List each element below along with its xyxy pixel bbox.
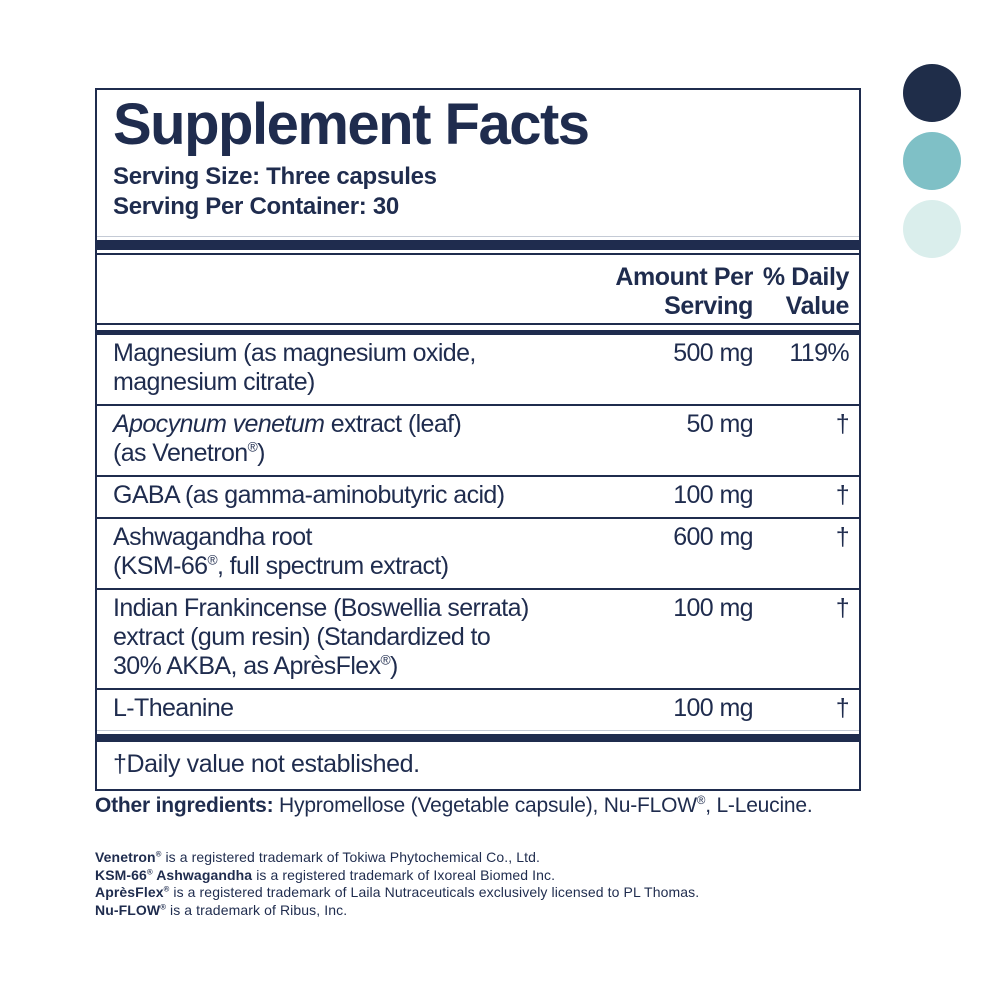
text-segment: ) — [257, 439, 265, 467]
color-palette — [903, 64, 961, 268]
ingredient-name: L-Theanine — [113, 694, 593, 723]
text-segment: AprèsFlex — [95, 884, 164, 900]
other-ingredients: Other ingredients: Hypromellose (Vegetab… — [95, 793, 875, 819]
text-segment: ® — [155, 849, 162, 859]
trademark-line: AprèsFlex® is a registered trademark of … — [95, 884, 795, 902]
ingredient-name: Indian Frankincense (Boswellia serrata) … — [113, 594, 593, 681]
divider-thick-bar — [97, 240, 859, 250]
panel-header: Supplement Facts Serving Size: Three cap… — [97, 90, 859, 236]
trademark-notes: Venetron® is a registered trademark of T… — [95, 849, 795, 919]
text-segment: ® — [163, 884, 170, 894]
ingredient-name: Magnesium (as magnesium oxide, magnesium… — [113, 339, 593, 397]
ingredient-name: GABA (as gamma-aminobutyric acid) — [113, 481, 593, 510]
table-row: Indian Frankincense (Boswellia serrata) … — [97, 590, 859, 690]
text-segment: Nu-FLOW — [95, 901, 161, 918]
column-header-amount: Amount Per Serving — [615, 263, 753, 320]
text-segment: extract (leaf) (as Venetron — [113, 410, 462, 467]
text-segment: Venetron — [95, 849, 156, 865]
serving-size: Serving Size: Three capsules — [113, 163, 437, 190]
text-segment: ® — [696, 795, 706, 807]
divider-hairline — [97, 236, 859, 237]
brand-light-teal-dot — [903, 200, 961, 258]
column-header-daily-value: % Daily Value — [762, 263, 850, 320]
text-segment: ® — [247, 439, 258, 455]
text-segment: ® — [207, 552, 217, 568]
ingredient-rows: Magnesium (as magnesium oxide, magnesium… — [97, 335, 859, 731]
text-segment: , L-Leucine. — [705, 794, 813, 817]
ingredient-amount: 500 mg — [673, 339, 753, 367]
ingredient-name: Apocynum venetum extract (leaf) (as Vene… — [113, 410, 593, 468]
trademark-line: Venetron® is a registered trademark of T… — [95, 849, 795, 867]
trademark-line: Nu-FLOW® is a trademark of Ribus, Inc. — [95, 902, 795, 920]
table-row: Magnesium (as magnesium oxide, magnesium… — [97, 335, 859, 406]
table-row: Apocynum venetum extract (leaf) (as Vene… — [97, 406, 859, 477]
panel-title: Supplement Facts — [113, 92, 590, 157]
text-segment: ® — [146, 866, 153, 876]
ingredient-daily-value: 119% — [789, 339, 849, 367]
brand-teal-dot — [903, 132, 961, 190]
footnote: †Daily value not established. — [113, 750, 420, 778]
text-segment: is a registered trademark of Tokiwa Phyt… — [161, 849, 540, 865]
header-divider-line — [97, 323, 859, 325]
text-segment: is a registered trademark of Ixoreal Bio… — [252, 866, 556, 883]
ingredient-amount: 100 mg — [673, 694, 753, 722]
ingredient-daily-value: † — [835, 523, 850, 551]
text-segment: Ashwagandha root (KSM-66 — [113, 523, 312, 580]
text-segment: L-Theanine — [113, 694, 234, 722]
table-row: GABA (as gamma-aminobutyric acid) 100 mg † — [97, 477, 859, 519]
text-segment: , full spectrum extract) — [216, 552, 449, 580]
ingredient-name: Ashwagandha root (KSM-66®, full spectrum… — [113, 523, 593, 581]
text-segment: KSM-66 — [95, 866, 147, 883]
ingredient-daily-value: † — [835, 410, 850, 438]
table-row: L-Theanine 100 mg † — [97, 690, 859, 731]
ingredient-amount: 50 mg — [686, 410, 754, 438]
servings-per-container: Serving Per Container: 30 — [113, 193, 399, 220]
column-header-row: Amount Per Serving % Daily Value — [97, 255, 859, 323]
brand-navy-dot — [903, 64, 961, 122]
text-segment: GABA (as gamma-aminobutyric acid) — [113, 481, 505, 509]
text-segment: Indian Frankincense (Boswellia serrata) … — [113, 594, 529, 680]
text-segment: is a trademark of Ribus, Inc. — [166, 901, 348, 918]
ingredient-amount: 100 mg — [673, 594, 753, 622]
text-segment: Other ingredients: — [95, 794, 274, 817]
text-segment: is a registered trademark of Laila Nutra… — [169, 884, 700, 900]
table-row: Ashwagandha root (KSM-66®, full spectrum… — [97, 519, 859, 590]
text-segment: ® — [160, 901, 166, 911]
text-segment: ) — [390, 652, 398, 680]
ingredient-amount: 600 mg — [673, 523, 753, 551]
ingredient-amount: 100 mg — [673, 481, 753, 509]
footnote-divider-bar — [97, 734, 859, 742]
ingredient-daily-value: † — [835, 594, 850, 622]
text-segment: Hypromellose (Vegetable capsule), Nu-FLO… — [273, 794, 697, 817]
text-segment: Ashwagandha — [152, 866, 253, 883]
trademark-line: KSM-66® Ashwagandha is a registered trad… — [95, 867, 795, 885]
header-divider-bar — [97, 330, 859, 335]
ingredient-daily-value: † — [835, 694, 850, 722]
text-segment: ® — [380, 652, 391, 668]
text-segment: Apocynum venetum — [113, 410, 325, 438]
ingredient-daily-value: † — [835, 481, 850, 509]
text-segment: Magnesium (as magnesium oxide, magnesium… — [113, 339, 476, 396]
divider-thin-line — [97, 253, 859, 255]
column-header-spacer — [113, 263, 593, 321]
supplement-facts-panel: Supplement Facts Serving Size: Three cap… — [95, 88, 861, 791]
